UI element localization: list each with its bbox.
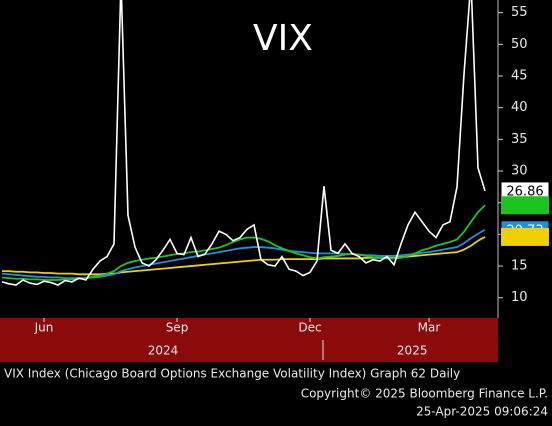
y-tick-label: 30 [511, 164, 528, 179]
y-tick-label: 15 [511, 259, 528, 274]
chart-title: VIX [253, 18, 313, 59]
x-group-label: 2025 [397, 344, 428, 358]
last-value-label: 26.86 [506, 184, 543, 199]
y-tick-label: 10 [511, 290, 528, 305]
series-line [1, 0, 486, 286]
y-tick-label: 35 [511, 132, 528, 147]
x-group-label: 2024 [148, 344, 179, 358]
last-value-box [501, 227, 549, 246]
y-tick-label: 45 [511, 69, 528, 84]
x-tick-label: Dec [298, 321, 321, 335]
footer-line: 25-Apr-2025 09:06:24 [416, 405, 548, 419]
y-tick-label: 55 [511, 5, 528, 20]
footer-line: Copyright© 2025 Bloomberg Finance L.P. [301, 387, 548, 401]
x-axis-band [0, 318, 498, 362]
x-tick-label: Mar [418, 321, 441, 335]
footer-line: VIX Index (Chicago Board Options Exchang… [4, 367, 460, 381]
x-tick-label: Sep [166, 321, 189, 335]
plot-area [1, 0, 486, 286]
last-value-box [501, 196, 549, 215]
y-tick-label: 40 [511, 100, 528, 115]
y-tick-label: 50 [511, 37, 528, 52]
x-tick-label: Jun [34, 321, 54, 335]
